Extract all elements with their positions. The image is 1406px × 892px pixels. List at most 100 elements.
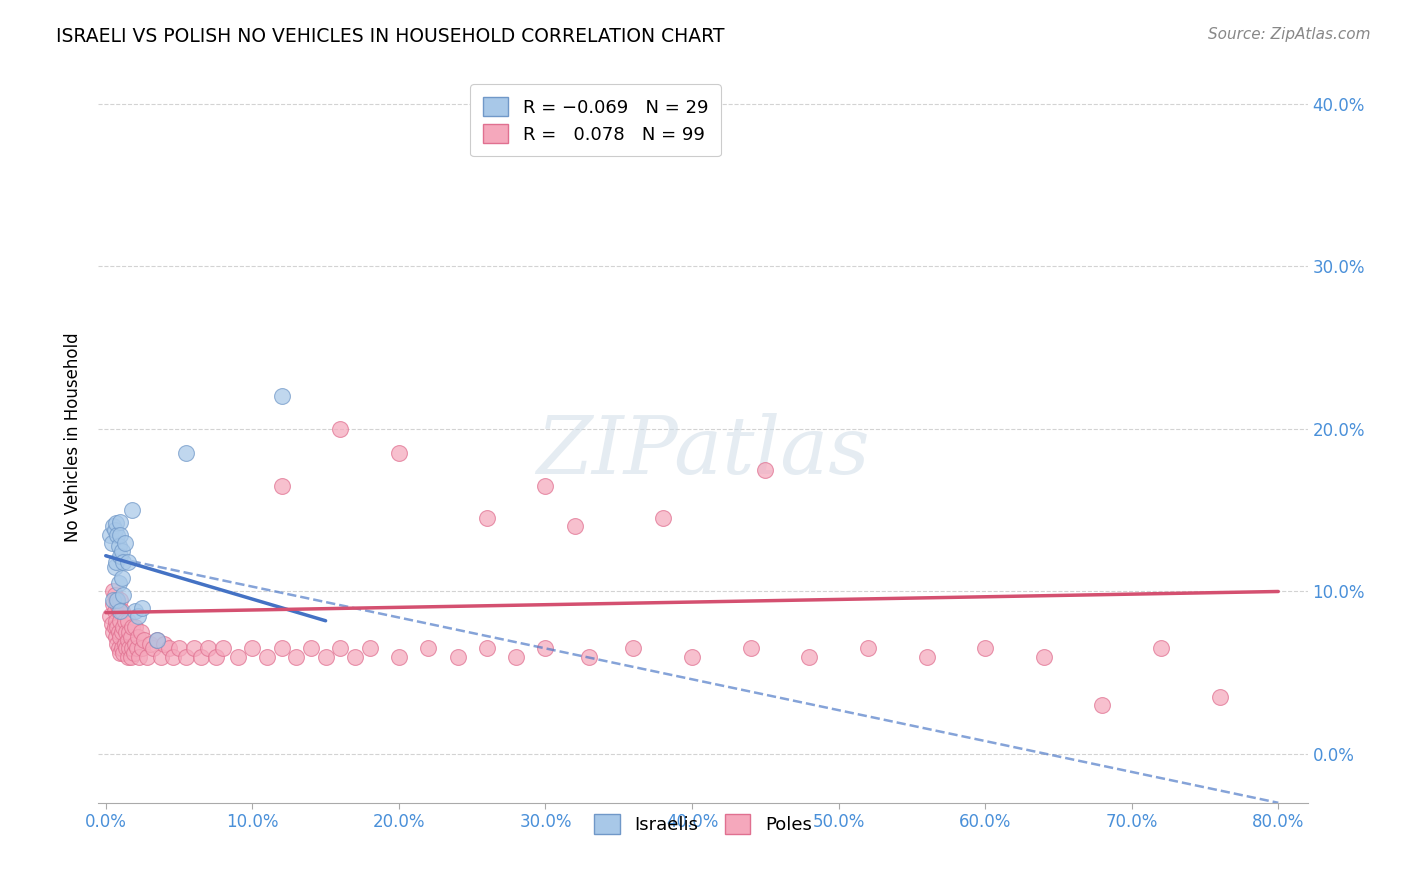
Point — [856, 641, 879, 656]
Point — [111, 625, 134, 640]
Point — [1150, 641, 1173, 656]
Point — [418, 641, 440, 656]
Point — [146, 633, 169, 648]
Point — [103, 620, 125, 634]
Point — [111, 572, 134, 586]
Point — [112, 588, 135, 602]
Text: ISRAELI VS POLISH NO VEHICLES IN HOUSEHOLD CORRELATION CHART: ISRAELI VS POLISH NO VEHICLES IN HOUSEHO… — [56, 27, 724, 45]
Point — [162, 649, 184, 664]
Point — [105, 630, 128, 644]
Point — [115, 641, 138, 656]
Point — [107, 527, 129, 541]
Point — [128, 649, 150, 664]
Point — [101, 519, 124, 533]
Point — [114, 614, 136, 628]
Point — [112, 555, 135, 569]
Point — [103, 604, 125, 618]
Point — [329, 641, 352, 656]
Point — [505, 649, 527, 664]
Point — [1032, 649, 1054, 664]
Point — [256, 649, 278, 664]
Point — [107, 636, 129, 650]
Point — [915, 649, 938, 664]
Point — [118, 641, 141, 656]
Point — [388, 446, 411, 460]
Point — [103, 560, 125, 574]
Point — [142, 641, 165, 656]
Point — [651, 511, 673, 525]
Point — [621, 641, 644, 656]
Point — [388, 649, 411, 664]
Point — [176, 446, 198, 460]
Point — [100, 617, 122, 632]
Point — [112, 620, 135, 634]
Point — [740, 641, 762, 656]
Point — [110, 515, 132, 529]
Point — [343, 649, 366, 664]
Point — [167, 641, 190, 656]
Y-axis label: No Vehicles in Household: No Vehicles in Household — [65, 332, 83, 542]
Point — [131, 600, 153, 615]
Point — [111, 641, 134, 656]
Point — [329, 422, 352, 436]
Point — [110, 549, 132, 563]
Point — [446, 649, 468, 664]
Point — [212, 641, 235, 656]
Point — [146, 633, 169, 648]
Point — [124, 604, 146, 618]
Point — [1208, 690, 1230, 705]
Point — [240, 641, 263, 656]
Point — [108, 625, 131, 640]
Point — [132, 633, 155, 648]
Point — [111, 604, 134, 618]
Point — [112, 646, 135, 660]
Point — [125, 641, 148, 656]
Point — [110, 527, 132, 541]
Point — [475, 511, 498, 525]
Legend: Israelis, Poles: Israelis, Poles — [583, 804, 823, 845]
Point — [127, 608, 149, 623]
Point — [103, 523, 125, 537]
Point — [124, 636, 146, 650]
Point — [204, 649, 226, 664]
Point — [138, 636, 160, 650]
Point — [110, 604, 132, 618]
Point — [226, 649, 249, 664]
Point — [101, 584, 124, 599]
Point — [131, 641, 153, 656]
Text: ZIPatlas: ZIPatlas — [536, 413, 870, 491]
Point — [157, 641, 180, 656]
Point — [108, 576, 131, 591]
Point — [101, 592, 124, 607]
Point — [101, 625, 124, 640]
Point — [108, 539, 131, 553]
Point — [117, 555, 139, 569]
Point — [299, 641, 322, 656]
Point — [117, 614, 139, 628]
Point — [534, 479, 557, 493]
Point — [108, 604, 131, 618]
Point — [117, 633, 139, 648]
Point — [120, 630, 142, 644]
Point — [98, 608, 121, 623]
Point — [111, 544, 134, 558]
Point — [270, 389, 292, 403]
Point — [129, 625, 152, 640]
Point — [117, 649, 139, 664]
Point — [114, 535, 136, 549]
Point — [681, 649, 703, 664]
Point — [124, 620, 146, 634]
Point — [183, 641, 205, 656]
Point — [107, 592, 129, 607]
Point — [475, 641, 498, 656]
Point — [105, 614, 128, 628]
Point — [285, 649, 308, 664]
Point — [150, 649, 173, 664]
Point — [974, 641, 997, 656]
Text: Source: ZipAtlas.com: Source: ZipAtlas.com — [1208, 27, 1371, 42]
Point — [98, 527, 121, 541]
Point — [115, 625, 138, 640]
Point — [120, 649, 142, 664]
Point — [190, 649, 212, 664]
Point — [564, 519, 586, 533]
